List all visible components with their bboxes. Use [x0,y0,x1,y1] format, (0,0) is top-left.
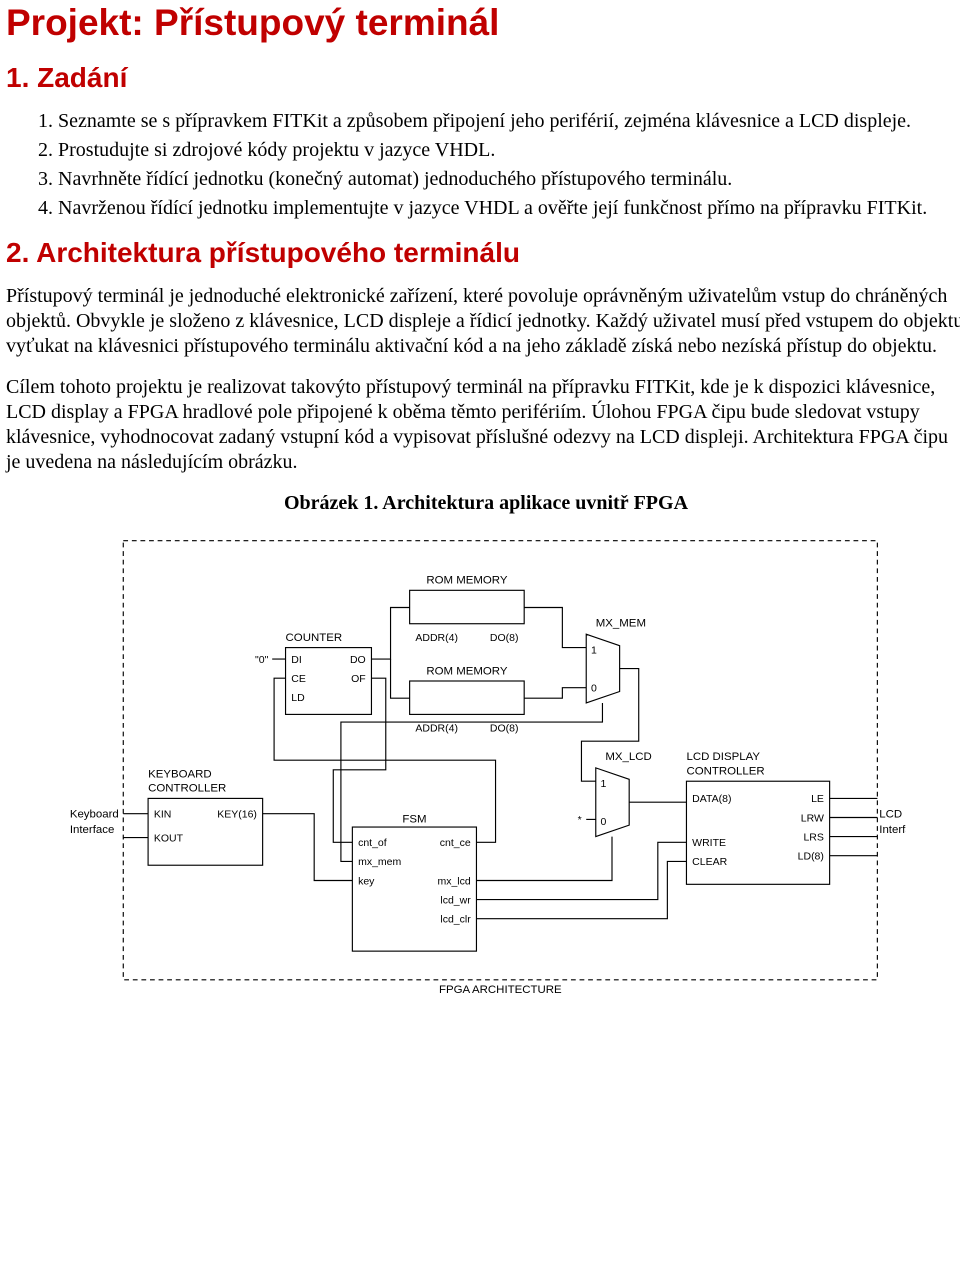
list-item: Prostudujte si zdrojové kódy projektu v … [58,138,960,163]
svg-text:LD: LD [291,692,305,704]
svg-text:WRITE: WRITE [692,837,726,849]
svg-text:ADDR(4): ADDR(4) [415,723,458,735]
svg-text:ROM MEMORY: ROM MEMORY [426,575,507,587]
svg-text:KIN: KIN [154,809,172,821]
svg-text:KEYBOARD: KEYBOARD [148,769,212,781]
section1-heading: 1. Zadání [6,60,960,95]
svg-text:cnt_ce: cnt_ce [440,837,471,849]
body-paragraph: Přístupový terminál je jednoduché elektr… [6,284,960,359]
svg-text:LD(8): LD(8) [798,851,824,863]
assignment-list: Seznamte se s přípravkem FITKit a způsob… [6,109,960,221]
section2-heading: 2. Architektura přístupového terminálu [6,235,960,270]
svg-text:LCD DISPLAY: LCD DISPLAY [686,751,760,763]
svg-text:mx_mem: mx_mem [358,856,401,868]
svg-text:DO(8): DO(8) [490,632,519,644]
svg-text:LE: LE [811,793,824,805]
figure-caption: Obrázek 1. Architektura aplikace uvnitř … [6,491,960,516]
page-title: Projekt: Přístupový terminál [6,0,960,46]
svg-text:1: 1 [601,778,607,790]
svg-text:*: * [578,814,582,826]
svg-text:OF: OF [351,673,366,685]
svg-text:FPGA ARCHITECTURE: FPGA ARCHITECTURE [439,984,562,996]
svg-text:FSM: FSM [402,814,426,826]
body-paragraph: Cílem tohoto projektu je realizovat tako… [6,375,960,475]
svg-text:KOUT: KOUT [154,833,184,845]
svg-text:CLEAR: CLEAR [692,856,727,868]
svg-text:"0": "0" [255,654,269,666]
svg-text:ROM MEMORY: ROM MEMORY [426,666,507,678]
svg-text:0: 0 [601,816,607,828]
svg-text:lcd_wr: lcd_wr [440,895,471,907]
svg-text:cnt_of: cnt_of [358,837,387,849]
svg-text:LCD: LCD [879,809,902,821]
svg-text:CONTROLLER: CONTROLLER [686,766,764,778]
svg-text:Keyboard: Keyboard [70,809,119,821]
svg-text:0: 0 [591,683,597,695]
svg-text:DATA(8): DATA(8) [692,793,731,805]
svg-text:key: key [358,876,375,888]
svg-text:COUNTER: COUNTER [286,632,343,644]
svg-text:LRW: LRW [801,813,824,825]
svg-text:KEY(16): KEY(16) [217,809,257,821]
svg-text:CE: CE [291,673,306,685]
svg-text:MX_MEM: MX_MEM [596,618,646,630]
svg-text:DO: DO [350,654,366,666]
svg-text:mx_lcd: mx_lcd [437,876,470,888]
svg-text:MX_LCD: MX_LCD [605,751,651,763]
svg-text:Interface: Interface [70,824,115,836]
list-item: Navrhněte řídící jednotku (konečný autom… [58,167,960,192]
list-item: Navrženou řídící jednotku implementujte … [58,196,960,221]
svg-text:ADDR(4): ADDR(4) [415,632,458,644]
list-item: Seznamte se s přípravkem FITKit a způsob… [58,109,960,134]
svg-text:CONTROLLER: CONTROLLER [148,783,226,795]
svg-text:DO(8): DO(8) [490,723,519,735]
svg-text:1: 1 [591,645,597,657]
svg-text:LRS: LRS [803,832,823,844]
architecture-diagram: FPGA ARCHITECTURE Keyboard Interface LCD… [66,530,906,1000]
svg-text:Interface: Interface [879,824,906,836]
svg-text:DI: DI [291,654,302,666]
svg-text:lcd_clr: lcd_clr [440,914,471,926]
